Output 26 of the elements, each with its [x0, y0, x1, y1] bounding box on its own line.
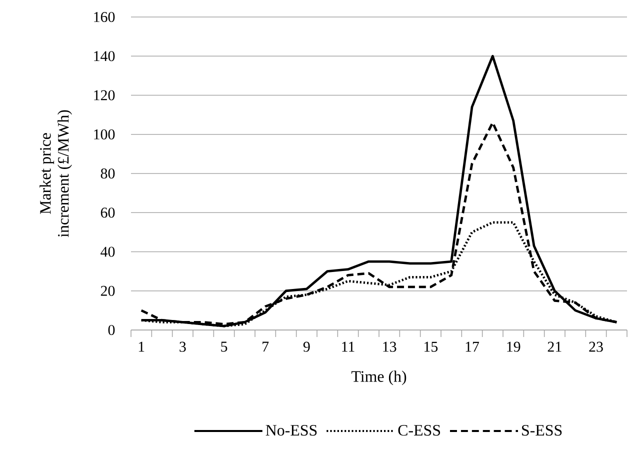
x-tick-label: 19 [507, 342, 520, 352]
y-tick-label: 20 [100, 286, 115, 296]
y-tick-label: 0 [108, 324, 115, 336]
x-tick-label: 1 [138, 342, 144, 352]
y-tick-label: 80 [100, 168, 115, 179]
x-tick-label: 9 [303, 342, 310, 352]
legend-label: S-ESS [522, 424, 562, 436]
x-tick-label: 11 [342, 342, 354, 352]
y-tick-label: 60 [100, 208, 115, 218]
x-tick-label: 21 [548, 342, 562, 352]
x-tick-label: 5 [221, 342, 228, 352]
x-tick-label: 13 [383, 342, 396, 352]
y-tick-label: 40 [100, 246, 115, 257]
x-tick-label: 17 [466, 342, 480, 352]
x-axis-title: Time (h) [351, 370, 406, 386]
x-tick-label: 7 [262, 342, 269, 352]
y-tick-label: 120 [94, 90, 115, 100]
y-axis-title: Market price increment (£/MWh) [40, 110, 72, 238]
legend-label: No-ESS [266, 424, 317, 436]
x-tick-label: 15 [424, 342, 438, 352]
y-tick-label: 160 [94, 12, 115, 22]
legend-label: C-ESS [398, 424, 440, 436]
x-tick-label: 3 [180, 342, 186, 352]
y-tick-label: 140 [94, 51, 115, 62]
y-tick-label: 100 [94, 129, 115, 140]
x-tick-label: 23 [589, 342, 603, 352]
